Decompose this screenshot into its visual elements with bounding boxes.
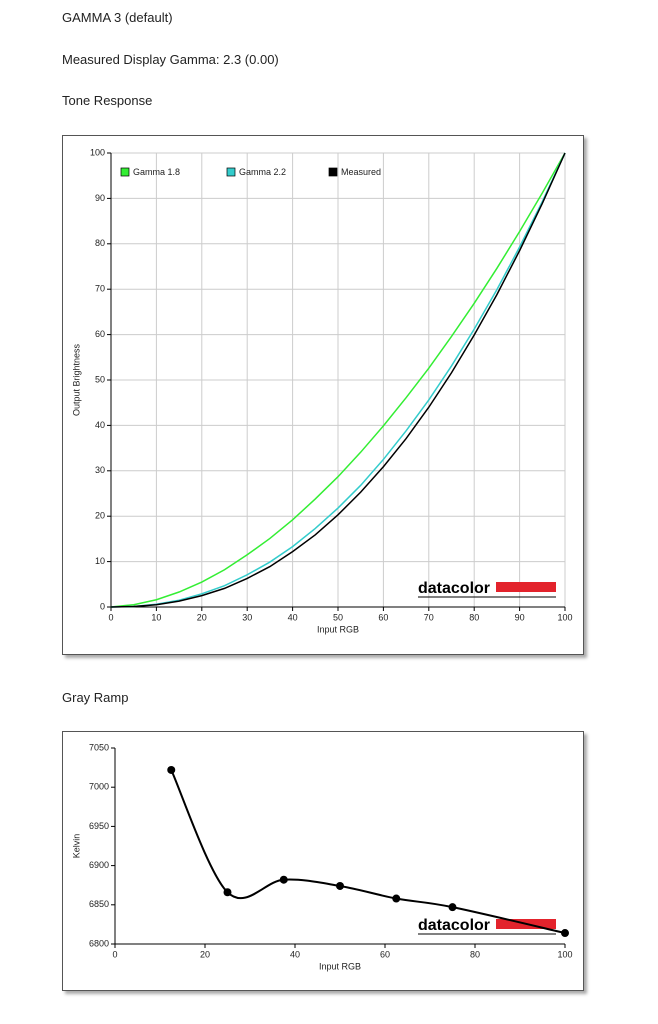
x-tick-label: 90 <box>515 612 525 622</box>
legend-swatch <box>226 167 236 177</box>
watermark: datacolor <box>418 580 490 597</box>
x-tick-label: 60 <box>378 612 388 622</box>
x-tick-label: 10 <box>151 612 161 622</box>
section-heading: Tone Response <box>62 93 153 108</box>
measured-gamma: Measured Display Gamma: 2.3 (0.00) <box>62 52 279 67</box>
marker <box>167 765 176 774</box>
x-axis-label: Input RGB <box>319 961 361 971</box>
y-tick-label: 10 <box>95 556 105 566</box>
marker <box>279 875 288 884</box>
marker <box>223 888 232 897</box>
chart: 0 10 20 30 40 50 60 70 80 90 100 0 10 20 30 40 50 60 70 80 9… <box>71 147 572 634</box>
y-tick-label: 0 <box>100 601 105 611</box>
chart: 0 20 40 60 80 100 6800 6850 6900 6950 7000 7050 Inpu… <box>71 742 572 971</box>
x-tick-label: 60 <box>380 949 390 959</box>
x-tick-label: 50 <box>333 612 343 622</box>
watermark-bar <box>496 582 556 592</box>
x-tick-label: 100 <box>557 949 572 959</box>
x-tick-label: 40 <box>290 949 300 959</box>
y-tick-label: 7050 <box>89 742 109 752</box>
marker <box>392 894 401 903</box>
legend-label: Gamma 1.8 <box>133 167 180 177</box>
line <box>110 152 566 608</box>
y-tick-label: 50 <box>95 374 105 384</box>
y-tick-label: 90 <box>95 193 105 203</box>
x-tick-label: 0 <box>112 949 117 959</box>
y-tick-label: 6850 <box>89 899 109 909</box>
x-tick-label: 80 <box>470 949 480 959</box>
x-tick-label: 40 <box>288 612 298 622</box>
x-tick-label: 20 <box>200 949 210 959</box>
y-tick-label: 40 <box>95 420 105 430</box>
x-tick-label: 100 <box>557 612 572 622</box>
y-tick-label: 80 <box>95 238 105 248</box>
legend-swatch <box>328 167 338 177</box>
marker <box>448 903 457 912</box>
x-axis-label: Input RGB <box>317 624 359 634</box>
y-tick-label: 100 <box>90 147 105 157</box>
marker <box>336 881 344 890</box>
chart-frame: 0 10 20 30 40 50 60 70 80 90 100 0 10 20 30 40 50 60 70 80 9… <box>62 135 584 655</box>
legend-label: Gamma 2.2 <box>239 167 286 177</box>
y-tick-label: 6900 <box>89 860 109 870</box>
y-tick-label: 30 <box>95 465 105 475</box>
marker <box>561 929 569 938</box>
mode-label: GAMMA 3 (default) <box>62 10 173 25</box>
y-axis-label: Output Brightness <box>71 343 81 416</box>
y-axis-label: Kelvin <box>71 834 81 859</box>
line <box>170 769 566 934</box>
x-tick-label: 0 <box>108 612 113 622</box>
y-tick-label: 7000 <box>89 782 109 792</box>
y-tick-label: 6800 <box>89 938 109 948</box>
watermark: datacolor <box>418 917 490 934</box>
legend-label: Measured <box>341 167 381 177</box>
y-tick-label: 60 <box>95 329 105 339</box>
x-tick-label: 30 <box>242 612 252 622</box>
x-tick-label: 80 <box>469 612 479 622</box>
line <box>110 152 566 608</box>
line <box>110 152 566 608</box>
legend-swatch <box>120 167 130 177</box>
y-tick-label: 6950 <box>89 821 109 831</box>
y-tick-label: 20 <box>95 511 105 521</box>
chart-frame: 0 20 40 60 80 100 6800 6850 6900 6950 7000 7050 Inpu… <box>62 731 584 991</box>
y-tick-label: 70 <box>95 284 105 294</box>
x-tick-label: 20 <box>197 612 207 622</box>
x-tick-label: 70 <box>424 612 434 622</box>
section-heading: Gray Ramp <box>62 690 129 705</box>
